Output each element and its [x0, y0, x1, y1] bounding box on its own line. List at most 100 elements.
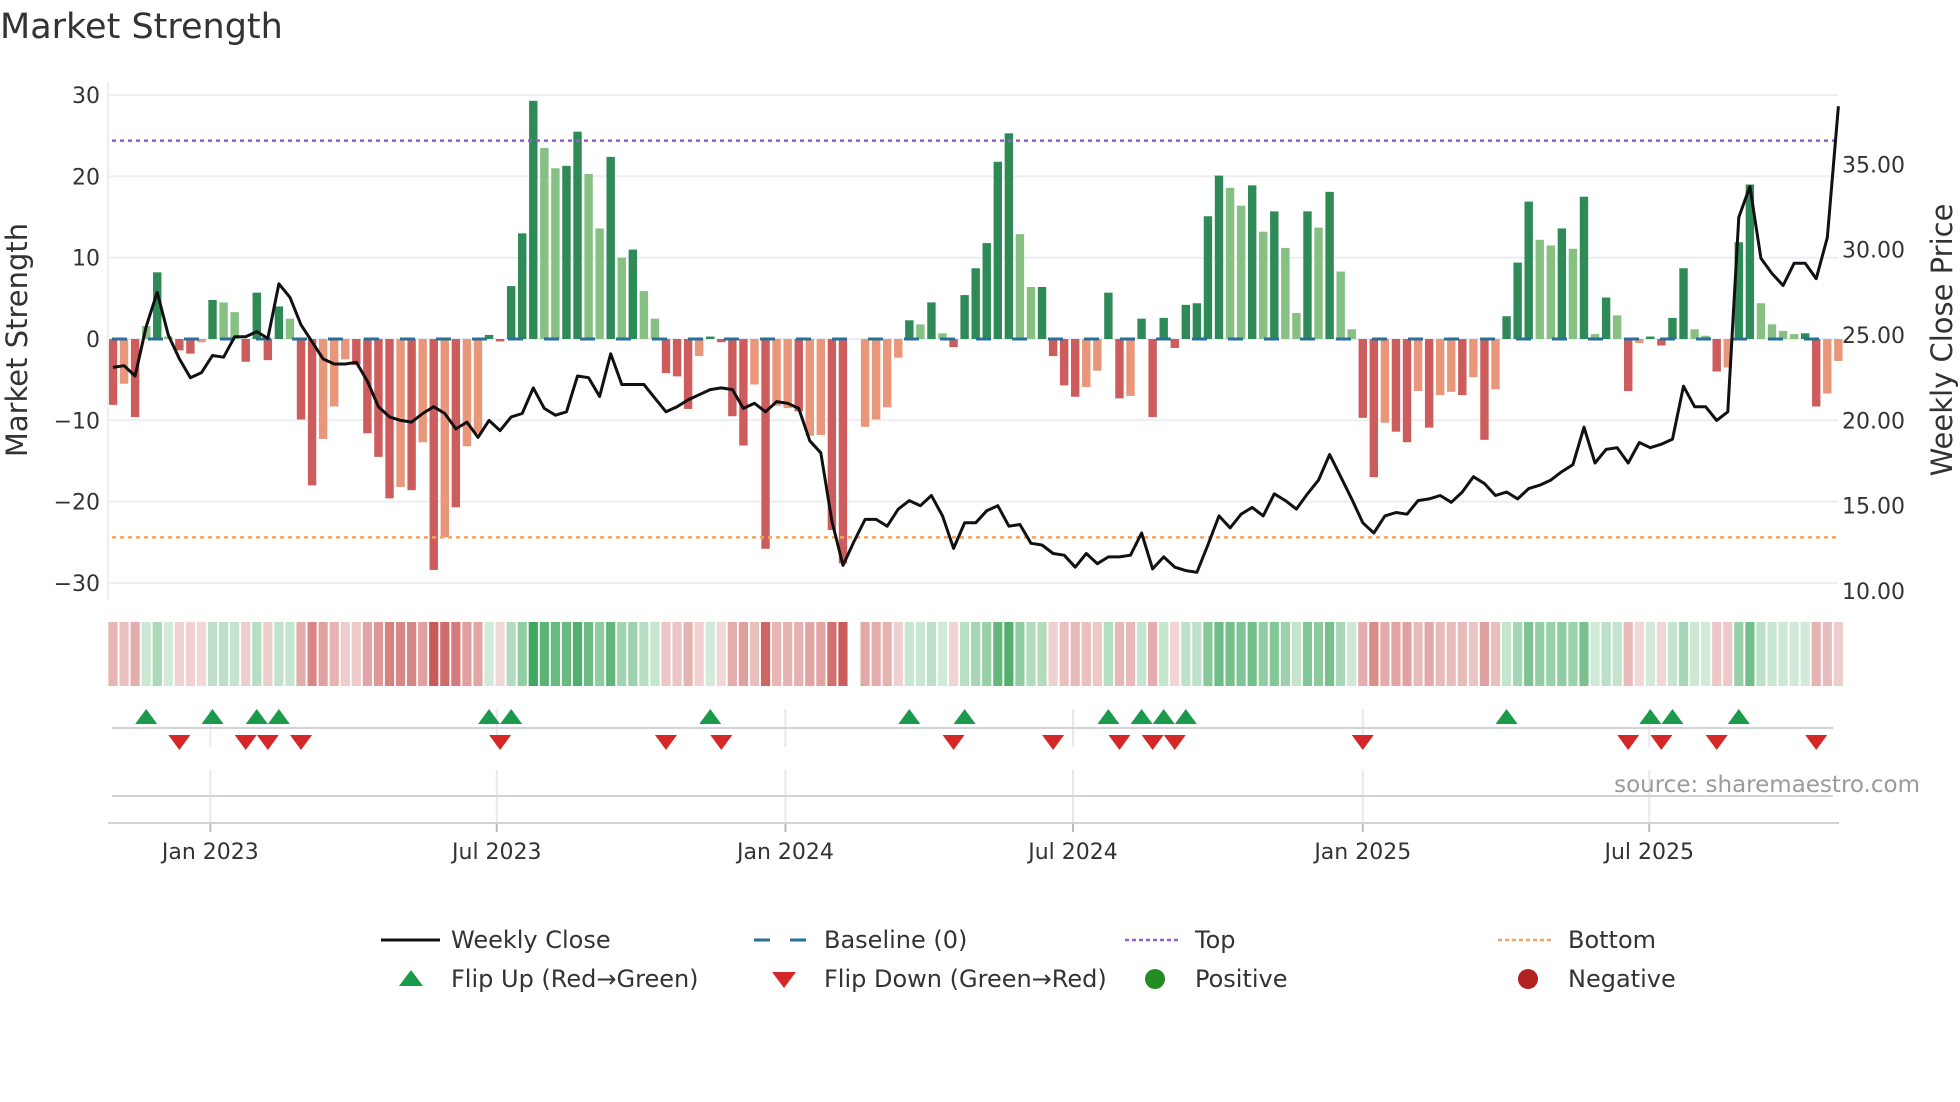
strip-cell	[915, 622, 925, 686]
strength-bar	[1104, 292, 1113, 339]
y-tick-label-left: −20	[54, 491, 100, 516]
strength-bar	[1579, 196, 1589, 339]
flip-down-marker	[1042, 735, 1065, 750]
legend-item-flip-up: Flip Up (Red→Green)	[399, 965, 699, 993]
flip-down-marker	[1351, 735, 1374, 750]
strip-cell	[1380, 622, 1390, 686]
strip-cell	[141, 622, 151, 686]
legend-label: Bottom	[1568, 926, 1656, 954]
strength-bar	[418, 339, 427, 443]
strength-bar	[1358, 339, 1367, 418]
strength-bar	[894, 339, 903, 358]
strength-bar	[1192, 303, 1202, 339]
flip-up-marker	[1174, 709, 1197, 724]
flip-up-marker	[135, 709, 158, 724]
strength-bar	[728, 339, 737, 417]
strength-bar	[130, 339, 140, 418]
strip-cell	[760, 622, 771, 686]
legend-label: Flip Up (Red→Green)	[451, 965, 699, 993]
strength-bar	[230, 312, 239, 339]
strip-cell	[1689, 622, 1700, 686]
strength-bar	[883, 339, 892, 408]
strength-bar	[717, 339, 726, 343]
strip-cell	[395, 622, 406, 686]
flip-down-marker	[1141, 735, 1164, 750]
strength-bar	[1148, 339, 1157, 418]
strip-cell	[219, 622, 229, 686]
strip-cell	[1369, 622, 1379, 686]
strip-cell	[1136, 622, 1147, 686]
strip-cell	[1037, 622, 1047, 686]
strength-bar	[197, 339, 206, 343]
strength-bar	[1026, 286, 1036, 339]
strip-cell	[705, 622, 715, 686]
strip-cell	[1181, 622, 1191, 686]
strip-cell	[1501, 622, 1512, 686]
flip-down-marker	[710, 735, 733, 750]
strength-bar	[374, 339, 383, 457]
strength-bar	[783, 339, 792, 409]
strip-cell	[163, 622, 173, 686]
flip-up-marker	[1097, 709, 1120, 724]
strip-cell	[1678, 622, 1689, 686]
strip-cell	[617, 622, 627, 686]
strength-bar	[617, 257, 626, 339]
strip-cell	[495, 622, 505, 686]
strip-cell	[1446, 622, 1456, 686]
strength-bar	[252, 292, 261, 339]
strip-cell	[650, 622, 660, 686]
strip-cell	[1081, 622, 1091, 686]
legend-item-flip-down: Flip Down (Green→Red)	[772, 965, 1107, 993]
strip-cell	[1258, 622, 1268, 686]
strength-bar	[794, 339, 803, 412]
flip-up-marker	[201, 709, 224, 724]
flip-up-marker	[699, 709, 722, 724]
strength-bar	[285, 318, 295, 339]
strip-cell	[583, 622, 594, 686]
strip-cell	[948, 622, 959, 686]
strip-cell	[1701, 622, 1711, 686]
strength-bar	[1701, 335, 1710, 339]
strength-bar	[1734, 242, 1744, 339]
strip-cell	[749, 622, 760, 686]
gridlines	[108, 94, 1838, 823]
strip-cell	[351, 622, 361, 686]
strip-cell	[1203, 622, 1213, 686]
strength-bar	[1037, 286, 1047, 339]
strength-bar	[595, 228, 604, 339]
flip-up-marker	[1495, 709, 1518, 724]
strip-cell	[1435, 622, 1445, 686]
strength-bar	[208, 299, 217, 339]
strength-bar	[407, 339, 416, 491]
strip-cell	[1391, 622, 1401, 686]
strength-bar	[816, 339, 826, 435]
strip-cell	[1103, 622, 1113, 686]
strength-bar	[1369, 339, 1379, 478]
strip-cell	[274, 622, 284, 686]
strip-cell	[1557, 622, 1567, 686]
flip-up-marker	[245, 709, 268, 724]
strength-bar	[982, 243, 991, 339]
strength-bar	[1834, 339, 1843, 361]
flip-up-marker	[478, 709, 501, 724]
strength-bar	[1402, 339, 1412, 443]
strength-bar	[1015, 234, 1025, 339]
strength-bar	[1059, 339, 1069, 386]
strip-cell	[893, 622, 903, 686]
legend-item-negative: Negative	[1518, 965, 1676, 993]
strength-bar	[1723, 339, 1732, 368]
strength-bar	[1247, 185, 1257, 339]
strength-bar	[1502, 316, 1511, 339]
strength-bar	[440, 339, 449, 538]
strength-bar	[1590, 334, 1600, 339]
strip-cell	[263, 622, 273, 686]
legend-item-top: Top	[1125, 926, 1236, 954]
strip-cell	[1170, 622, 1180, 686]
strip-cell	[1236, 622, 1246, 686]
flip-up-marker	[1152, 709, 1175, 724]
strip-cell	[1313, 622, 1324, 686]
strength-bar	[573, 131, 582, 339]
strip-cell	[1667, 622, 1678, 686]
strength-bar	[1745, 184, 1755, 339]
flip-down-marker	[290, 735, 313, 750]
